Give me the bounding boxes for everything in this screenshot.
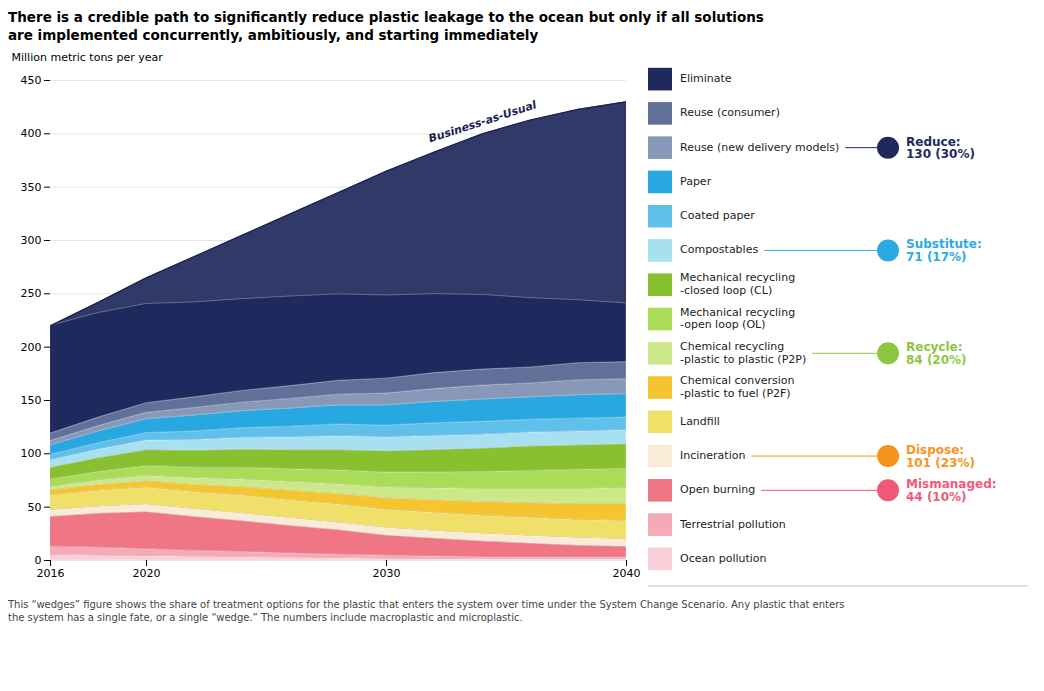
svg-text:250: 250 <box>21 287 42 300</box>
svg-text:Landfill: Landfill <box>680 415 720 428</box>
svg-text:Chemical recycling-plastic to: Chemical recycling-plastic to plastic (P… <box>680 340 806 366</box>
svg-text:2016: 2016 <box>37 567 65 580</box>
svg-text:100: 100 <box>21 447 42 460</box>
svg-text:Mechanical recycling-open loop: Mechanical recycling-open loop (OL) <box>680 306 795 332</box>
svg-text:Ocean pollution: Ocean pollution <box>680 552 767 565</box>
svg-text:400: 400 <box>21 127 42 140</box>
svg-text:Business-as-Usual: Business-as-Usual <box>427 98 538 145</box>
svg-text:Reuse (new delivery models): Reuse (new delivery models) <box>680 141 839 154</box>
svg-text:2020: 2020 <box>133 567 161 580</box>
svg-text:Recycle:: Recycle: <box>906 340 963 355</box>
svg-text:Reuse (consumer): Reuse (consumer) <box>680 106 780 119</box>
svg-text:130 (30%): 130 (30%) <box>906 147 975 161</box>
svg-text:84 (20%): 84 (20%) <box>906 353 967 367</box>
svg-text:2040: 2040 <box>613 567 641 580</box>
svg-text:Chemical conversion-plastic to: Chemical conversion-plastic to fuel (P2F… <box>680 374 795 400</box>
svg-text:Coated paper: Coated paper <box>680 209 755 222</box>
svg-text:Paper: Paper <box>680 175 712 188</box>
svg-text:Substitute:: Substitute: <box>906 237 982 252</box>
svg-text:101 (23%): 101 (23%) <box>906 456 975 470</box>
svg-text:44 (10%): 44 (10%) <box>906 490 967 504</box>
svg-text:50: 50 <box>28 501 42 514</box>
html-text:This “wedges” figure shows the: This “wedges” figure shows the share of … <box>8 599 845 623</box>
svg-text:Mismanaged:: Mismanaged: <box>906 477 997 492</box>
svg-text:71 (17%): 71 (17%) <box>906 250 967 264</box>
svg-text:0: 0 <box>35 554 42 567</box>
svg-text:150: 150 <box>21 394 42 407</box>
html-text:are implemented concurrently,: are implemented concurrently, ambitiousl… <box>8 27 539 43</box>
svg-text:350: 350 <box>21 181 42 194</box>
svg-text:300: 300 <box>21 234 42 247</box>
svg-text:2030: 2030 <box>373 567 401 580</box>
svg-text:Mechanical recycling-closed lo: Mechanical recycling-closed loop (CL) <box>680 271 795 297</box>
svg-text:Open burning: Open burning <box>680 483 755 496</box>
svg-text:Eliminate: Eliminate <box>680 72 732 85</box>
svg-text:Terrestrial pollution: Terrestrial pollution <box>679 518 786 531</box>
svg-text:Million metric tons per year: Million metric tons per year <box>12 51 164 64</box>
svg-text:450: 450 <box>21 74 42 87</box>
svg-text:Incineration: Incineration <box>680 449 745 462</box>
html-text:There is a credible path to si: There is a credible path to significantl… <box>8 9 764 25</box>
svg-text:Compostables: Compostables <box>680 243 758 256</box>
svg-text:200: 200 <box>21 341 42 354</box>
svg-text:Dispose:: Dispose: <box>906 443 965 458</box>
svg-text:Reduce:: Reduce: <box>906 134 961 149</box>
